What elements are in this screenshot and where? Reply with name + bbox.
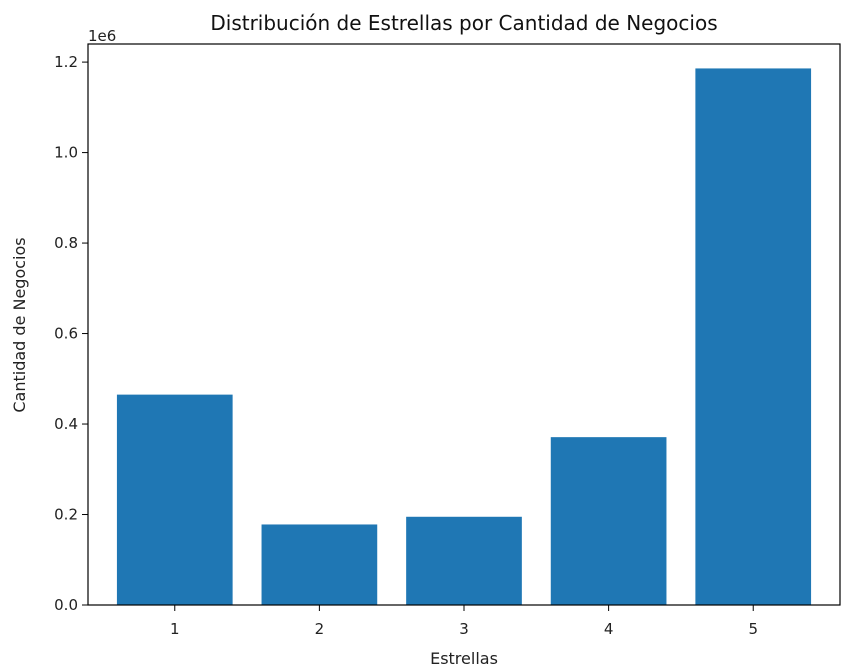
x-tick-label: 3 (459, 620, 469, 638)
x-tick-label: 2 (315, 620, 325, 638)
bar-3 (406, 516, 522, 605)
x-tick-label: 4 (604, 620, 614, 638)
y-tick-label: 0.0 (54, 596, 78, 614)
x-tick-label: 1 (170, 620, 180, 638)
x-axis-ticks: 1 2 3 4 5 (170, 605, 758, 638)
y-axis-offset-label: 1e6 (88, 27, 116, 45)
bar-4 (550, 437, 667, 605)
y-axis-title: Cantidad de Negocios (10, 237, 29, 412)
bar-5 (695, 68, 812, 605)
plot-frame (87, 43, 841, 606)
y-tick-label: 0.6 (54, 325, 78, 343)
x-tick-label: 5 (748, 620, 758, 638)
bar-2 (261, 524, 378, 605)
y-tick-label: 1.0 (54, 144, 78, 162)
y-tick-label: 0.2 (54, 506, 78, 524)
bar-1 (116, 394, 233, 605)
chart-title: Distribución de Estrellas por Cantidad d… (210, 11, 717, 35)
y-tick-label: 0.4 (54, 415, 78, 433)
x-axis-title: Estrellas (430, 649, 498, 668)
bars-group (116, 68, 812, 605)
y-axis-ticks: 0.0 0.2 0.4 0.6 0.8 1.0 1.2 (54, 53, 88, 614)
y-tick-label: 1.2 (54, 53, 78, 71)
y-tick-label: 0.8 (54, 234, 78, 252)
